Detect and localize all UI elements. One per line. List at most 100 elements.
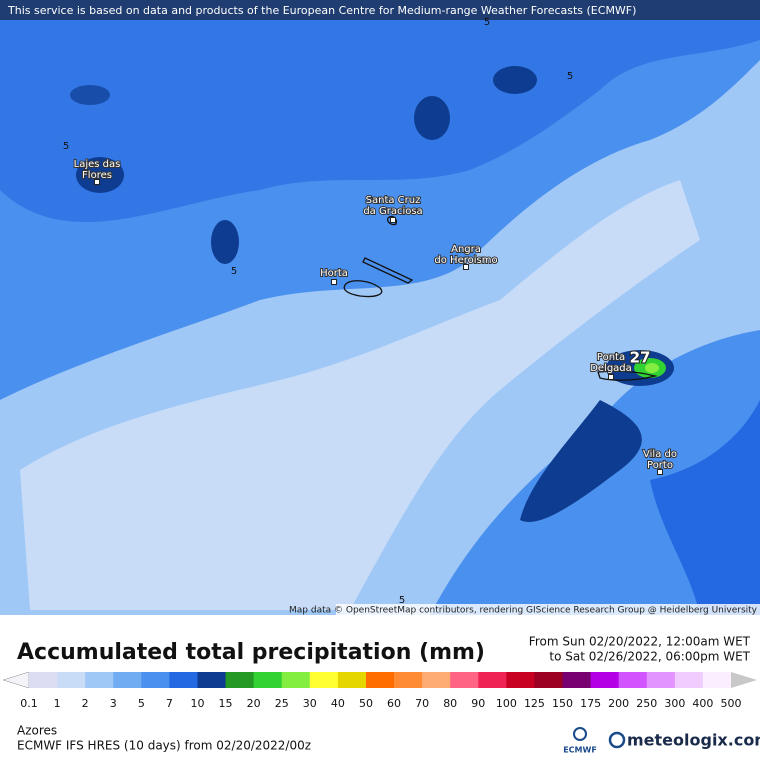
precip-area bbox=[645, 363, 659, 373]
place-label: Porto bbox=[647, 460, 673, 471]
legend-level: 80 bbox=[443, 697, 457, 710]
legend-level: 1 bbox=[54, 697, 61, 710]
legend-swatch bbox=[394, 672, 423, 688]
precip-area bbox=[211, 220, 239, 264]
legend-swatch bbox=[29, 672, 58, 688]
legend-level: 400 bbox=[692, 697, 713, 710]
contour-label: 5 bbox=[231, 266, 237, 277]
attribution: Map data © OpenStreetMap contributors, r… bbox=[289, 606, 758, 616]
precip-area bbox=[493, 66, 537, 94]
legend-swatch bbox=[478, 672, 507, 688]
max-label: 27 bbox=[630, 349, 651, 367]
place-label: Ponta bbox=[597, 352, 625, 363]
legend-swatch bbox=[674, 672, 704, 688]
legend-level: 10 bbox=[190, 697, 204, 710]
legend-swatch bbox=[57, 672, 86, 688]
legend-level: 60 bbox=[387, 697, 401, 710]
legend-swatch bbox=[169, 672, 198, 688]
place-label: Flores bbox=[82, 170, 112, 181]
legend-swatch bbox=[253, 672, 283, 688]
period-to: to Sat 02/26/2022, 06:00pm WET bbox=[549, 650, 750, 664]
legend-level: 25 bbox=[275, 697, 289, 710]
island bbox=[362, 257, 414, 284]
legend-title: Accumulated total precipitation (mm) bbox=[17, 640, 485, 665]
legend-level: 100 bbox=[496, 697, 517, 710]
legend-swatch bbox=[422, 672, 451, 688]
place-label: Lajes das bbox=[74, 159, 121, 170]
legend-level: 500 bbox=[721, 697, 742, 710]
island bbox=[386, 215, 398, 226]
legend-level: 2 bbox=[82, 697, 89, 710]
contour-label: 5 bbox=[399, 595, 405, 606]
contour-label: 5 bbox=[567, 71, 573, 82]
legend-swatch bbox=[618, 672, 648, 688]
precip-area bbox=[650, 400, 760, 615]
precip-area bbox=[520, 400, 642, 522]
legend-swatch bbox=[337, 672, 367, 688]
island bbox=[343, 280, 383, 298]
legend-swatch bbox=[309, 672, 339, 688]
period-from: From Sun 02/20/2022, 12:00am WET bbox=[529, 635, 751, 649]
legend-swatch bbox=[197, 672, 227, 688]
legend-level: 3 bbox=[110, 697, 117, 710]
precip-area bbox=[20, 180, 700, 610]
legend-swatch bbox=[590, 672, 620, 688]
legend-level: 20 bbox=[247, 697, 261, 710]
legend-level: 200 bbox=[608, 697, 629, 710]
legend-level: 125 bbox=[524, 697, 545, 710]
legend-level: 90 bbox=[471, 697, 485, 710]
place-marker bbox=[657, 469, 663, 475]
place-label: Angra bbox=[451, 244, 481, 255]
legend-swatch bbox=[450, 672, 479, 688]
legend-swatch bbox=[534, 672, 564, 688]
legend-level: 0.1 bbox=[20, 697, 38, 710]
precip-area bbox=[0, 0, 760, 223]
region: Azores bbox=[17, 724, 57, 738]
legend-level: 5 bbox=[138, 697, 145, 710]
legend-level: 15 bbox=[219, 697, 233, 710]
banner: This service is based on data and produc… bbox=[7, 4, 636, 17]
place-label: Horta bbox=[320, 268, 348, 279]
legend-swatch bbox=[85, 672, 114, 688]
place-label: da Graciosa bbox=[363, 206, 422, 217]
precip-area bbox=[76, 157, 124, 193]
map bbox=[0, 0, 760, 615]
place-marker bbox=[463, 264, 469, 270]
contour-label: 5 bbox=[63, 141, 69, 152]
place-marker bbox=[94, 179, 100, 185]
banner-bar bbox=[0, 0, 760, 20]
legend-level: 7 bbox=[166, 697, 173, 710]
precip-area bbox=[70, 85, 110, 105]
legend-level: 40 bbox=[331, 697, 345, 710]
model: ECMWF IFS HRES (10 days) from 02/20/2022… bbox=[17, 739, 311, 753]
legend-level: 150 bbox=[552, 697, 573, 710]
ecmwf-logo: ECMWF bbox=[563, 727, 597, 755]
legend-swatch bbox=[281, 672, 311, 688]
place-label: Santa Cruz bbox=[366, 195, 421, 206]
attribution-bar bbox=[336, 604, 760, 616]
place-marker bbox=[390, 217, 396, 223]
legend-swatch bbox=[562, 672, 592, 688]
place-marker bbox=[608, 374, 614, 380]
place-label: Delgada bbox=[590, 363, 632, 374]
contour-label: 5 bbox=[484, 17, 490, 28]
legend-level: 30 bbox=[303, 697, 317, 710]
legend-level: 50 bbox=[359, 697, 373, 710]
legend-level: 70 bbox=[415, 697, 429, 710]
brand-icon bbox=[608, 731, 626, 749]
logo-icon bbox=[573, 727, 587, 741]
legend-below bbox=[2, 671, 30, 689]
legend-swatch bbox=[702, 672, 732, 688]
legend-swatch bbox=[646, 672, 676, 688]
legend-level: 250 bbox=[636, 697, 657, 710]
legend-swatch bbox=[113, 672, 142, 688]
legend-swatch bbox=[141, 672, 170, 688]
precip-area bbox=[414, 96, 450, 140]
legend-swatch bbox=[225, 672, 255, 688]
legend-swatch bbox=[506, 672, 535, 688]
place-label: Vila do bbox=[643, 449, 677, 460]
place-marker bbox=[331, 279, 337, 285]
legend-level: 300 bbox=[664, 697, 685, 710]
